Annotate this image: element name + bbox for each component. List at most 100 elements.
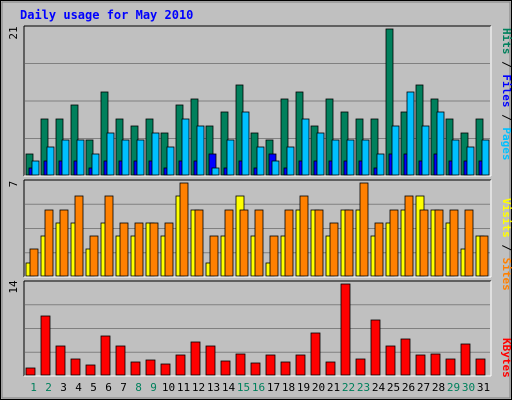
middle-bar-sites-6: [104, 195, 114, 277]
x-tick-label-20: 20: [312, 381, 325, 394]
top-bar-pages-13: [211, 167, 220, 176]
x-tick-label-17: 17: [267, 381, 280, 394]
bottom-bar-kbytes-22: [340, 283, 351, 376]
bottom-bar-kbytes-7: [115, 345, 126, 376]
x-tick-label-10: 10: [162, 381, 175, 394]
x-tick-label-24: 24: [372, 381, 386, 394]
bottom-bar-kbytes-24: [370, 319, 381, 376]
middle-bar-sites-1: [29, 248, 39, 277]
middle-bar-sites-23: [359, 182, 369, 277]
x-tick-label-5: 5: [90, 381, 97, 394]
top-panel-legend: Hits / Files / Pages: [500, 28, 512, 161]
x-tick-label-11: 11: [177, 381, 190, 394]
x-tick-label-2: 2: [45, 381, 52, 394]
middle-bar-sites-24: [374, 222, 384, 277]
x-tick-label-22: 22: [342, 381, 355, 394]
top-bar-pages-11: [181, 118, 190, 176]
bottom-bar-kbytes-25: [385, 345, 396, 376]
top-bar-pages-22: [346, 139, 355, 176]
legend-visits: Visits: [500, 198, 512, 238]
top-bar-pages-30: [466, 146, 475, 176]
chart-title: Daily usage for May 2010: [20, 8, 193, 22]
bottom-bar-kbytes-17: [265, 354, 276, 376]
middle-bar-sites-3: [59, 209, 69, 277]
middle-bar-sites-28: [434, 209, 444, 277]
middle-bar-sites-13: [209, 235, 219, 277]
top-bar-pages-23: [361, 139, 370, 176]
bottom-bar-kbytes-6: [100, 335, 111, 376]
x-tick-label-28: 28: [432, 381, 445, 394]
top-bar-pages-20: [316, 132, 325, 176]
x-tick-label-21: 21: [327, 381, 340, 394]
x-tick-label-27: 27: [417, 381, 430, 394]
middle-bar-sites-12: [194, 209, 204, 277]
bottom-bar-kbytes-26: [400, 338, 411, 376]
middle-bar-sites-4: [74, 195, 84, 277]
middle-bar-sites-25: [389, 209, 399, 277]
top-panel-ymax-label: 21: [7, 26, 20, 39]
middle-bar-sites-26: [404, 195, 414, 277]
middle-bar-sites-19: [299, 195, 309, 277]
middle-bar-sites-27: [419, 209, 429, 277]
x-tick-label-1: 1: [30, 381, 37, 394]
bottom-bar-kbytes-27: [415, 354, 426, 376]
middle-bar-sites-2: [44, 209, 54, 277]
panels-layer: [23, 25, 492, 377]
middle-bar-sites-30: [464, 209, 474, 277]
x-tick-label-19: 19: [297, 381, 310, 394]
middle-panel-legend: Visits / Sites: [500, 198, 512, 291]
x-tick-label-18: 18: [282, 381, 295, 394]
bottom-bar-kbytes-30: [460, 343, 471, 376]
x-tick-label-23: 23: [357, 381, 370, 394]
top-bar-pages-27: [421, 125, 430, 176]
bottom-panel-ymax-label: 14: [7, 280, 20, 294]
bottom-bar-kbytes-5: [85, 364, 96, 376]
bottom-bar-kbytes-2: [40, 315, 51, 376]
x-tick-label-16: 16: [252, 381, 265, 394]
top-bar-pages-6: [106, 132, 115, 176]
bottom-bar-kbytes-18: [280, 361, 291, 376]
x-tick-label-15: 15: [237, 381, 250, 394]
middle-bar-sites-18: [284, 209, 294, 277]
top-bar-pages-8: [136, 139, 145, 176]
x-tick-label-12: 12: [192, 381, 205, 394]
x-tick-label-14: 14: [222, 381, 236, 394]
bottom-panel-legend: KBytes: [500, 338, 512, 378]
x-tick-label-6: 6: [105, 381, 112, 394]
bottom-bar-kbytes-11: [175, 354, 186, 376]
top-bar-pages-7: [121, 139, 130, 176]
middle-bar-sites-5: [89, 235, 99, 277]
bottom-bar-kbytes-9: [145, 359, 156, 376]
bottom-bar-kbytes-10: [160, 363, 171, 376]
bottom-bar-kbytes-29: [445, 358, 456, 376]
middle-bar-sites-15: [239, 209, 249, 277]
bottom-bar-kbytes-19: [295, 354, 306, 376]
x-tick-label-29: 29: [447, 381, 460, 394]
legend-hits: Hits: [500, 28, 512, 55]
bottom-bar-kbytes-14: [220, 360, 231, 376]
x-tick-label-30: 30: [462, 381, 475, 394]
x-tick-label-3: 3: [60, 381, 67, 394]
bottom-bar-kbytes-15: [235, 353, 246, 376]
middle-bar-sites-8: [134, 222, 144, 277]
top-bar-pages-18: [286, 146, 295, 176]
top-bar-pages-2: [46, 146, 55, 176]
x-tick-label-25: 25: [387, 381, 400, 394]
bottom-bar-kbytes-21: [325, 361, 336, 376]
middle-bar-sites-31: [479, 235, 489, 277]
top-bar-pages-15: [241, 111, 250, 176]
top-bar-pages-16: [256, 146, 265, 176]
top-bar-pages-14: [226, 139, 235, 176]
bottom-bar-kbytes-12: [190, 341, 201, 376]
top-bar-pages-29: [451, 139, 460, 176]
middle-bar-sites-7: [119, 222, 129, 277]
top-bar-pages-21: [331, 139, 340, 176]
middle-bar-sites-16: [254, 209, 264, 277]
top-bar-pages-17: [271, 160, 280, 176]
x-axis-labels: 1 2 3 4 5 6 7 8 9 10 11 12 13 14 15 16 17 18 19 20 21 22 23 24 2…: [30, 381, 490, 394]
middle-bar-sites-10: [164, 222, 174, 277]
middle-bar-sites-17: [269, 235, 279, 277]
top-bar-pages-19: [301, 118, 310, 176]
